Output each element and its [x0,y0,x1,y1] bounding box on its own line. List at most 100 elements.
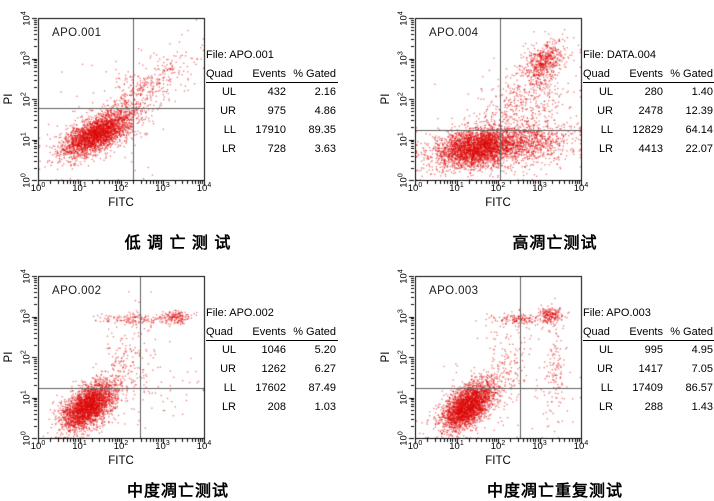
stats-row-lr: LR 208 1.03 [206,398,338,417]
file-label: File: DATA.004 [583,49,656,61]
file-label: File: APO.001 [206,49,274,61]
stats-table: Quad Events % Gated UL 432 2.16 UR 975 4… [206,68,338,159]
col-header-gated: % Gated [293,68,336,80]
col-header-quad: Quad [206,326,233,338]
x-tick-label: 100 [30,439,46,452]
quad-gated: 1.43 [691,401,713,413]
quad-name: LL [600,382,613,394]
quad-name: UR [220,363,236,375]
chart-title: 中度凋亡测试 [126,483,229,500]
quad-name: LR [598,143,613,155]
quad-name: UL [598,86,613,98]
stats-row-ur: UR 975 4.86 [206,102,338,121]
x-tick-label: 104 [573,181,589,194]
stats-row-ul: UL 1046 5.20 [206,341,338,360]
quad-name: LR [221,401,236,413]
quad-gated: 1.40 [691,86,713,98]
stats-row-ul: UL 995 4.95 [583,341,714,360]
x-tick-label: 103 [532,439,547,452]
col-header-events: Events [252,68,286,80]
plot-id-label: APO.002 [52,285,102,297]
y-tick-label: 104 [20,10,33,26]
stats-row-ur: UR 2478 12.39 [583,102,714,121]
y-tick-label: 101 [20,132,33,147]
scatter-plot: APO.001 PI FITC 100 101 102 103 104 100 101 102… [0,0,240,215]
quad-gated: 64.14 [685,124,713,136]
quadrant-stats: File: APO.002 Quad Events % Gated UL 104… [206,307,338,417]
x-tick-label: 104 [573,439,589,452]
quadrant-stats: File: APO.001 Quad Events % Gated UL 432… [206,49,338,159]
x-tick-label: 101 [72,439,87,452]
quad-gated: 4.86 [314,105,336,117]
y-tick-label: 102 [397,91,410,107]
quad-events: 208 [267,401,286,413]
quadrant-stats: File: APO.003 Quad Events % Gated UL 995… [583,307,714,417]
quad-name: LL [600,124,613,136]
quad-events: 975 [267,105,286,117]
quad-events: 288 [644,401,663,413]
y-axis-label: PI [3,351,15,363]
quadrant-stats: File: DATA.004 Quad Events % Gated UL 28… [583,49,714,159]
x-tick-label: 104 [196,181,212,194]
y-tick-label: 102 [20,349,33,365]
y-tick-label: 100 [20,430,33,446]
y-tick-label: 104 [397,10,410,26]
x-axis-label: FITC [108,455,134,467]
quad-gated: 12.39 [685,105,713,117]
y-tick-label: 101 [20,390,33,405]
quad-gated: 87.49 [308,382,336,394]
quad-events: 4413 [638,143,663,155]
quad-gated: 86.57 [685,382,713,394]
col-header-gated: % Gated [670,326,713,338]
stats-row-ll: LL 17409 86.57 [583,379,714,398]
stats-row-lr: LR 288 1.43 [583,398,714,417]
stats-row-ul: UL 280 1.40 [583,83,714,102]
x-tick-label: 103 [155,181,170,194]
quad-events: 728 [267,143,286,155]
quad-name: UR [597,105,613,117]
scatter-canvas [0,0,214,190]
y-tick-label: 100 [397,430,410,446]
quad-events: 17602 [255,382,286,394]
quad-name: UR [597,363,613,375]
quad-gated: 22.07 [685,143,713,155]
x-tick-label: 102 [113,181,129,194]
quad-gated: 2.16 [314,86,336,98]
x-tick-label: 103 [155,439,170,452]
quad-name: LL [223,124,236,136]
scatter-canvas [377,258,591,448]
y-tick-label: 101 [397,390,410,405]
quad-gated: 1.03 [314,401,336,413]
stats-row-ur: UR 1417 7.05 [583,360,714,379]
quad-events: 280 [644,86,663,98]
col-header-events: Events [252,326,286,338]
x-tick-label: 100 [407,439,423,452]
stats-row-ll: LL 12829 64.14 [583,121,714,140]
x-tick-label: 104 [196,439,212,452]
y-tick-label: 104 [397,268,410,284]
stats-table: Quad Events % Gated UL 995 4.95 UR 1417 … [583,326,714,417]
stats-row-ll: LL 17910 89.35 [206,121,338,140]
quad-events: 2478 [638,105,663,117]
y-tick-label: 103 [397,51,410,66]
scatter-plot: APO.002 PI FITC 100 101 102 103 104 100 101 102… [0,258,240,473]
stats-table: Quad Events % Gated UL 1046 5.20 UR 1262… [206,326,338,417]
col-header-quad: Quad [206,68,233,80]
quad-gated: 6.27 [314,363,336,375]
col-header-quad: Quad [583,68,610,80]
stats-header-row: Quad Events % Gated [206,326,338,341]
scatter-plot: APO.004 PI FITC 100 101 102 103 104 100 101 102… [377,0,617,215]
col-header-gated: % Gated [293,326,336,338]
x-axis-label: FITC [485,455,511,467]
quad-name: LR [598,401,613,413]
quad-name: UL [221,344,236,356]
x-tick-label: 103 [532,181,547,194]
y-tick-label: 103 [397,309,410,324]
x-tick-label: 101 [72,181,87,194]
y-tick-label: 100 [20,172,33,188]
col-header-gated: % Gated [670,68,713,80]
flow-panel-apo003: APO.003 PI FITC 100 101 102 103 104 100 101 102… [377,258,714,501]
file-label: File: APO.002 [206,307,274,319]
y-tick-label: 100 [397,172,410,188]
quad-events: 1046 [261,344,286,356]
